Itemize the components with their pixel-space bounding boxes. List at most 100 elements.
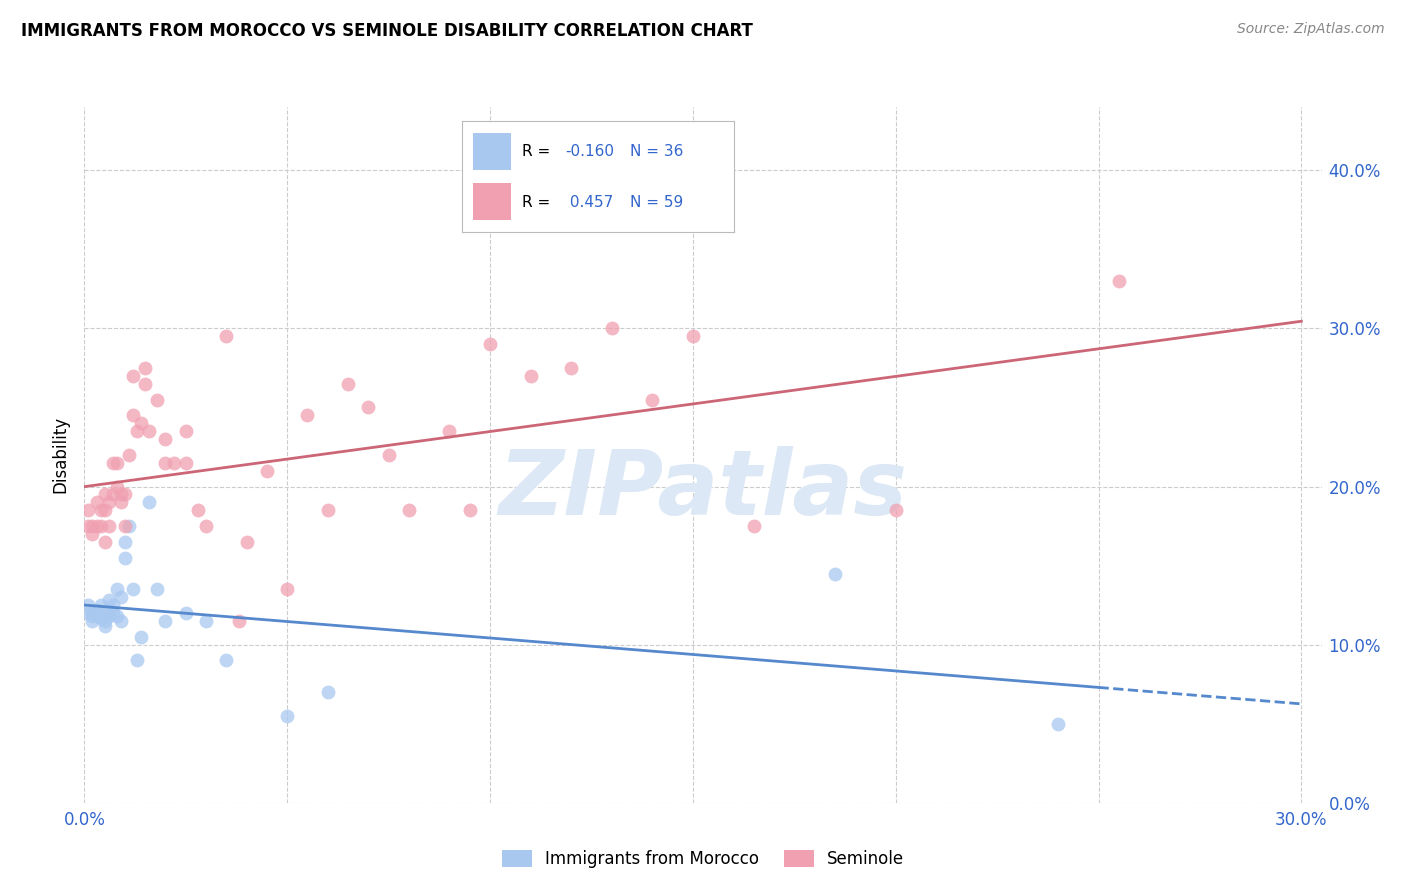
Point xyxy=(146,582,169,597)
Point xyxy=(114,487,136,501)
Point xyxy=(114,550,136,565)
Point xyxy=(127,424,149,438)
Point xyxy=(90,519,112,533)
Point xyxy=(97,495,120,509)
Point xyxy=(1046,716,1069,731)
Point xyxy=(101,598,124,612)
Point xyxy=(82,527,104,541)
Point xyxy=(824,566,846,581)
Point xyxy=(93,606,115,620)
Point xyxy=(105,479,128,493)
Point xyxy=(215,653,238,667)
Point xyxy=(146,392,169,407)
Text: ZIPatlas: ZIPatlas xyxy=(499,446,907,533)
Point xyxy=(93,534,115,549)
Point xyxy=(77,606,100,620)
Point xyxy=(297,409,319,423)
Point xyxy=(134,360,156,375)
Point xyxy=(377,448,399,462)
Point xyxy=(82,519,104,533)
Point xyxy=(174,424,197,438)
Point xyxy=(1108,274,1130,288)
Point xyxy=(127,653,149,667)
Point xyxy=(600,321,623,335)
Point xyxy=(82,609,104,624)
Point xyxy=(129,417,152,431)
Point xyxy=(174,606,197,620)
Point xyxy=(138,495,160,509)
Point xyxy=(105,582,128,597)
Point xyxy=(93,614,115,628)
Point xyxy=(77,598,100,612)
Point xyxy=(641,392,664,407)
Point xyxy=(110,487,132,501)
Point xyxy=(162,456,184,470)
Point xyxy=(122,368,145,383)
Point xyxy=(97,593,120,607)
Point xyxy=(560,360,582,375)
Point xyxy=(114,519,136,533)
Point xyxy=(439,424,461,438)
Point xyxy=(110,614,132,628)
Point xyxy=(187,503,209,517)
Point xyxy=(86,519,108,533)
Point xyxy=(105,456,128,470)
Point xyxy=(86,603,108,617)
Legend: Immigrants from Morocco, Seminole: Immigrants from Morocco, Seminole xyxy=(495,843,911,874)
Point xyxy=(93,487,115,501)
Point xyxy=(138,424,160,438)
Point xyxy=(155,432,177,446)
Point xyxy=(90,503,112,517)
Point xyxy=(110,591,132,605)
Point xyxy=(316,503,339,517)
Point xyxy=(155,614,177,628)
Point xyxy=(77,519,100,533)
Point xyxy=(195,614,218,628)
Point xyxy=(101,456,124,470)
Point xyxy=(519,368,541,383)
Text: Source: ZipAtlas.com: Source: ZipAtlas.com xyxy=(1237,22,1385,37)
Point xyxy=(122,409,145,423)
Point xyxy=(82,606,104,620)
Point xyxy=(86,495,108,509)
Point xyxy=(114,534,136,549)
Point xyxy=(93,618,115,632)
Point xyxy=(118,448,141,462)
Point xyxy=(122,582,145,597)
Point xyxy=(82,614,104,628)
Point xyxy=(479,337,502,351)
Point xyxy=(884,503,907,517)
Point xyxy=(742,519,765,533)
Point xyxy=(155,456,177,470)
Point xyxy=(77,503,100,517)
Point xyxy=(398,503,420,517)
Point xyxy=(256,464,278,478)
Point xyxy=(134,376,156,391)
Point xyxy=(316,685,339,699)
Point xyxy=(110,495,132,509)
Point xyxy=(86,609,108,624)
Point xyxy=(101,487,124,501)
Point xyxy=(682,329,704,343)
Point xyxy=(90,598,112,612)
Point xyxy=(458,503,481,517)
Point xyxy=(357,401,380,415)
Point xyxy=(118,519,141,533)
Point xyxy=(276,582,298,597)
Point xyxy=(235,534,257,549)
Point xyxy=(93,503,115,517)
Point xyxy=(129,630,152,644)
Point xyxy=(105,609,128,624)
Point xyxy=(276,708,298,723)
Text: IMMIGRANTS FROM MOROCCO VS SEMINOLE DISABILITY CORRELATION CHART: IMMIGRANTS FROM MOROCCO VS SEMINOLE DISA… xyxy=(21,22,754,40)
Point xyxy=(101,606,124,620)
Point xyxy=(174,456,197,470)
Point xyxy=(195,519,218,533)
Point xyxy=(97,519,120,533)
Point xyxy=(215,329,238,343)
Point xyxy=(90,611,112,625)
Y-axis label: Disability: Disability xyxy=(51,417,69,493)
Point xyxy=(337,376,360,391)
Point xyxy=(97,609,120,624)
Point xyxy=(228,614,250,628)
